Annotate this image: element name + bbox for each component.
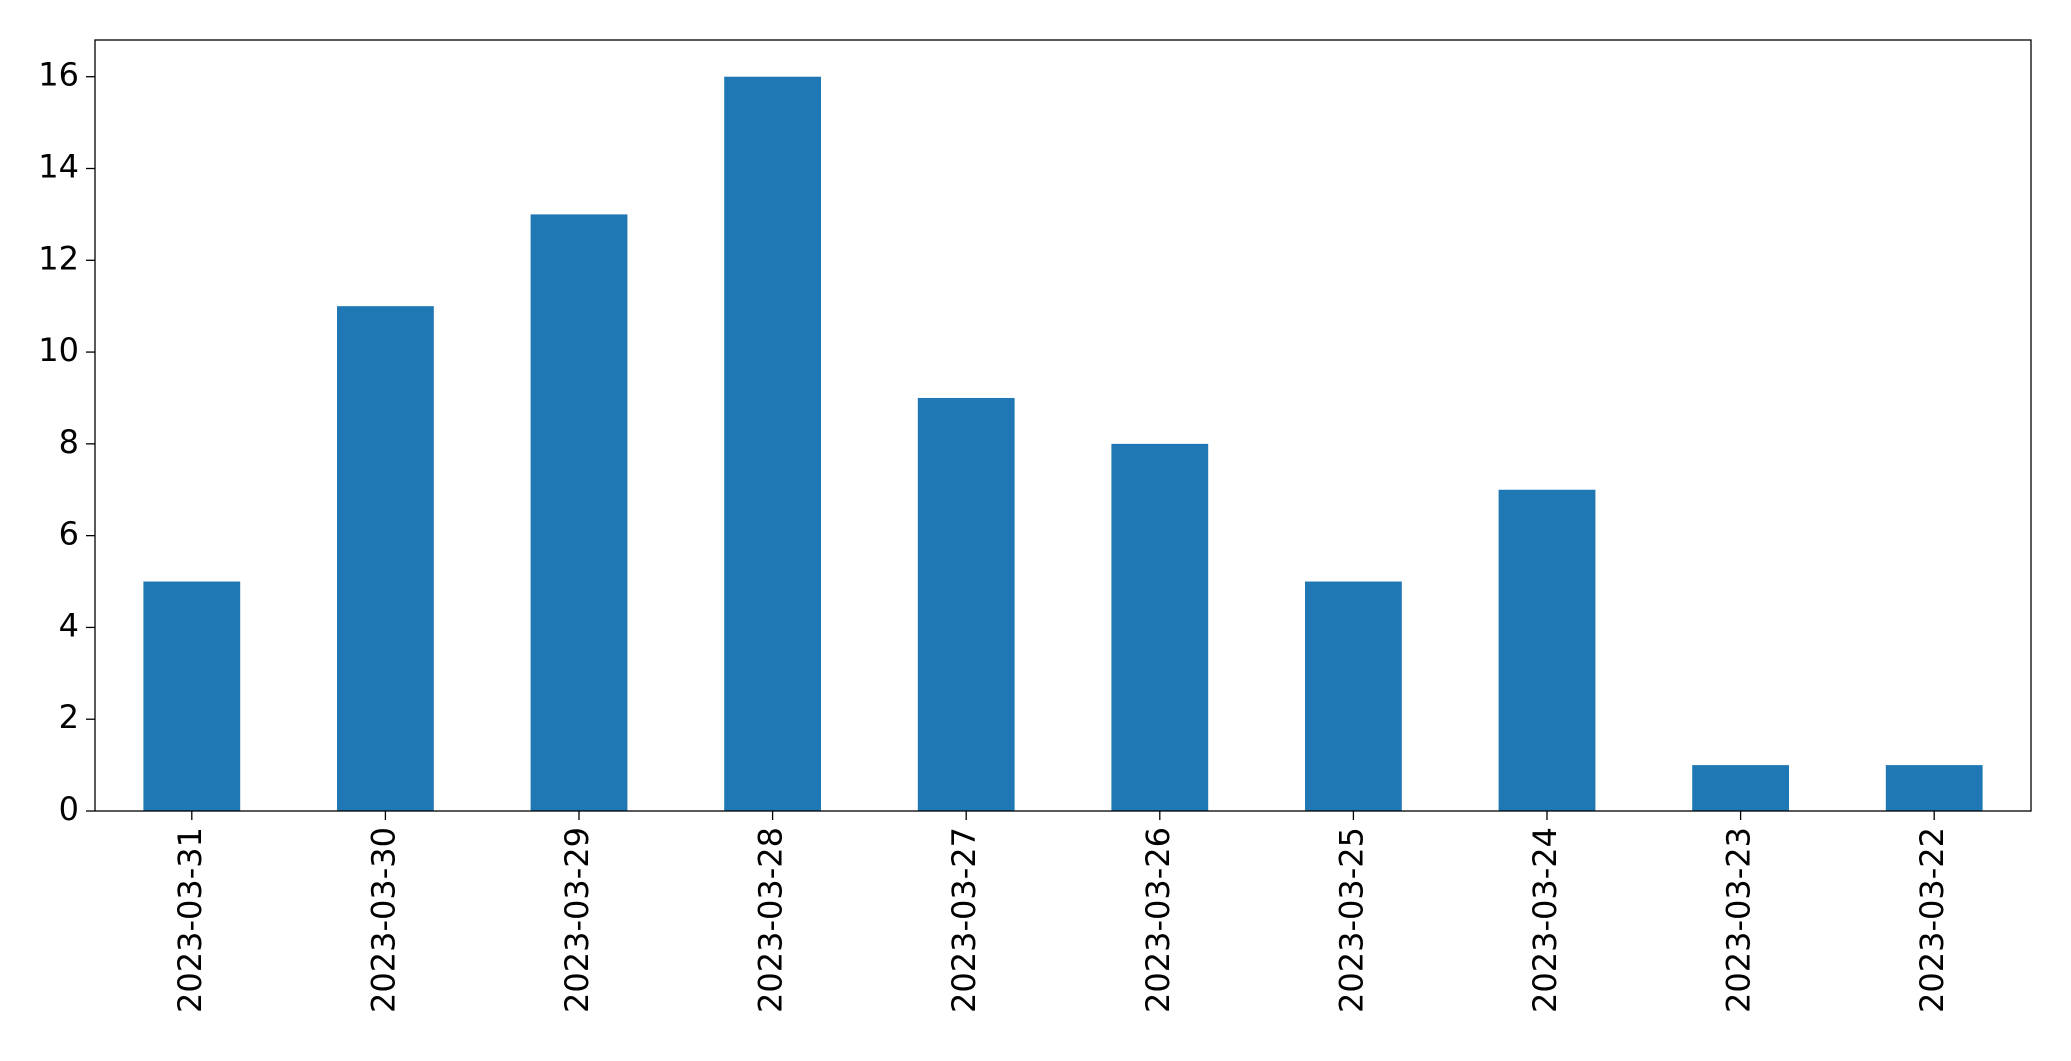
bar (1885, 765, 1983, 811)
y-tick-label: 14 (38, 148, 79, 186)
bar (1305, 581, 1402, 811)
x-tick-label: 2023-03-27 (945, 827, 983, 1013)
x-tick-label: 2023-03-23 (1720, 827, 1758, 1013)
x-tick-label: 2023-03-26 (1139, 827, 1177, 1013)
y-tick-label: 2 (59, 698, 79, 736)
bar (530, 214, 628, 812)
bar (917, 397, 1015, 811)
y-tick-label: 0 (59, 790, 79, 828)
y-tick-label: 16 (38, 56, 79, 94)
y-tick-label: 10 (38, 331, 79, 369)
x-tick-label: 2023-03-31 (171, 827, 209, 1013)
x-tick-label: 2023-03-28 (752, 827, 790, 1013)
y-tick-label: 6 (59, 515, 79, 553)
bar (1692, 765, 1789, 811)
x-tick-label: 2023-03-25 (1332, 827, 1370, 1013)
y-tick-label: 12 (38, 239, 79, 277)
x-tick-label: 2023-03-22 (1913, 827, 1951, 1013)
x-tick-label: 2023-03-29 (558, 827, 596, 1013)
y-tick-label: 4 (59, 606, 79, 644)
bar (143, 581, 241, 811)
y-tick-label: 8 (59, 423, 79, 461)
bar (724, 76, 821, 811)
x-tick-label: 2023-03-24 (1526, 827, 1564, 1013)
bar (1498, 489, 1596, 811)
bar (1111, 443, 1209, 811)
bar (337, 306, 434, 811)
x-tick-label: 2023-03-30 (364, 827, 402, 1013)
axes-frame (94, 39, 2032, 812)
